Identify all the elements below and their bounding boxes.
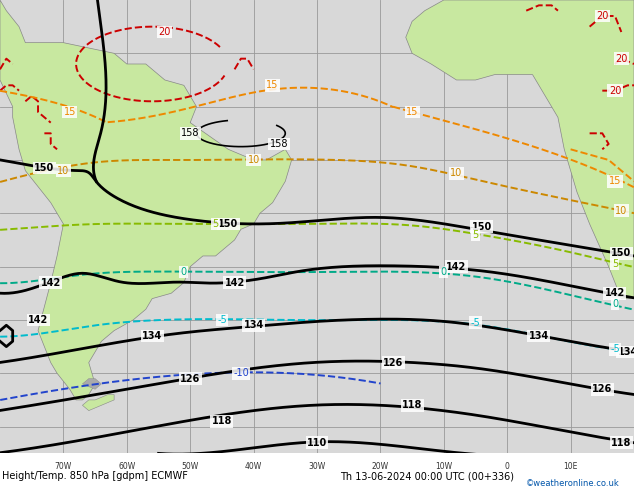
Text: 10: 10 xyxy=(57,166,70,175)
Text: 0: 0 xyxy=(441,267,447,277)
Text: 40W: 40W xyxy=(245,462,262,471)
Text: 158: 158 xyxy=(269,139,288,149)
Text: 20W: 20W xyxy=(372,462,389,471)
Text: Height/Temp. 850 hPa [gdpm] ECMWF: Height/Temp. 850 hPa [gdpm] ECMWF xyxy=(2,471,188,481)
Text: 20: 20 xyxy=(615,54,628,64)
Polygon shape xyxy=(82,394,114,411)
Text: 5: 5 xyxy=(212,219,219,229)
Text: Th 13-06-2024 00:00 UTC (00+336): Th 13-06-2024 00:00 UTC (00+336) xyxy=(340,471,514,481)
Text: -10: -10 xyxy=(233,368,249,378)
Text: 10: 10 xyxy=(615,206,628,216)
Text: 134: 134 xyxy=(142,331,162,341)
Text: -5: -5 xyxy=(470,318,481,328)
Text: 150: 150 xyxy=(472,221,492,232)
Text: 134: 134 xyxy=(243,320,264,330)
Text: 10W: 10W xyxy=(435,462,453,471)
Text: 134: 134 xyxy=(618,347,634,357)
Text: 118: 118 xyxy=(212,416,232,426)
Text: 10: 10 xyxy=(450,168,463,178)
Text: 142: 142 xyxy=(41,278,61,288)
Text: 5: 5 xyxy=(472,230,479,240)
Text: 0: 0 xyxy=(505,462,510,471)
Text: -5: -5 xyxy=(610,344,620,354)
Polygon shape xyxy=(82,379,101,389)
Text: 70W: 70W xyxy=(55,462,72,471)
Polygon shape xyxy=(0,0,292,400)
Text: ©weatheronline.co.uk: ©weatheronline.co.uk xyxy=(526,479,620,488)
Text: 126: 126 xyxy=(592,384,612,394)
Text: 20: 20 xyxy=(596,11,609,21)
Text: 118: 118 xyxy=(402,400,422,410)
Text: 150: 150 xyxy=(218,219,238,229)
Text: 142: 142 xyxy=(224,278,245,288)
Text: 110: 110 xyxy=(307,438,327,447)
Text: 10E: 10E xyxy=(564,462,578,471)
Text: 150: 150 xyxy=(34,163,55,173)
Text: 158: 158 xyxy=(181,128,200,138)
Text: 134: 134 xyxy=(529,331,549,341)
Text: 126: 126 xyxy=(180,373,200,384)
Polygon shape xyxy=(406,0,634,298)
Text: 142: 142 xyxy=(446,262,467,271)
Text: -5: -5 xyxy=(217,315,227,325)
Text: 20: 20 xyxy=(609,86,621,96)
Text: 150: 150 xyxy=(611,248,631,258)
Text: 15: 15 xyxy=(63,107,76,117)
Text: 20: 20 xyxy=(158,27,171,37)
Text: 0: 0 xyxy=(612,299,618,309)
Text: 142: 142 xyxy=(605,288,625,298)
Text: 15: 15 xyxy=(406,107,418,117)
Text: 126: 126 xyxy=(383,358,403,368)
Text: 50W: 50W xyxy=(181,462,199,471)
Text: 60W: 60W xyxy=(118,462,136,471)
Text: 118: 118 xyxy=(611,438,631,447)
Text: 15: 15 xyxy=(609,176,621,186)
Text: 0: 0 xyxy=(181,267,187,277)
Text: 10: 10 xyxy=(247,155,260,165)
Text: 142: 142 xyxy=(28,315,48,325)
Text: 5: 5 xyxy=(612,259,618,269)
Text: 15: 15 xyxy=(266,80,279,90)
Text: 30W: 30W xyxy=(308,462,326,471)
